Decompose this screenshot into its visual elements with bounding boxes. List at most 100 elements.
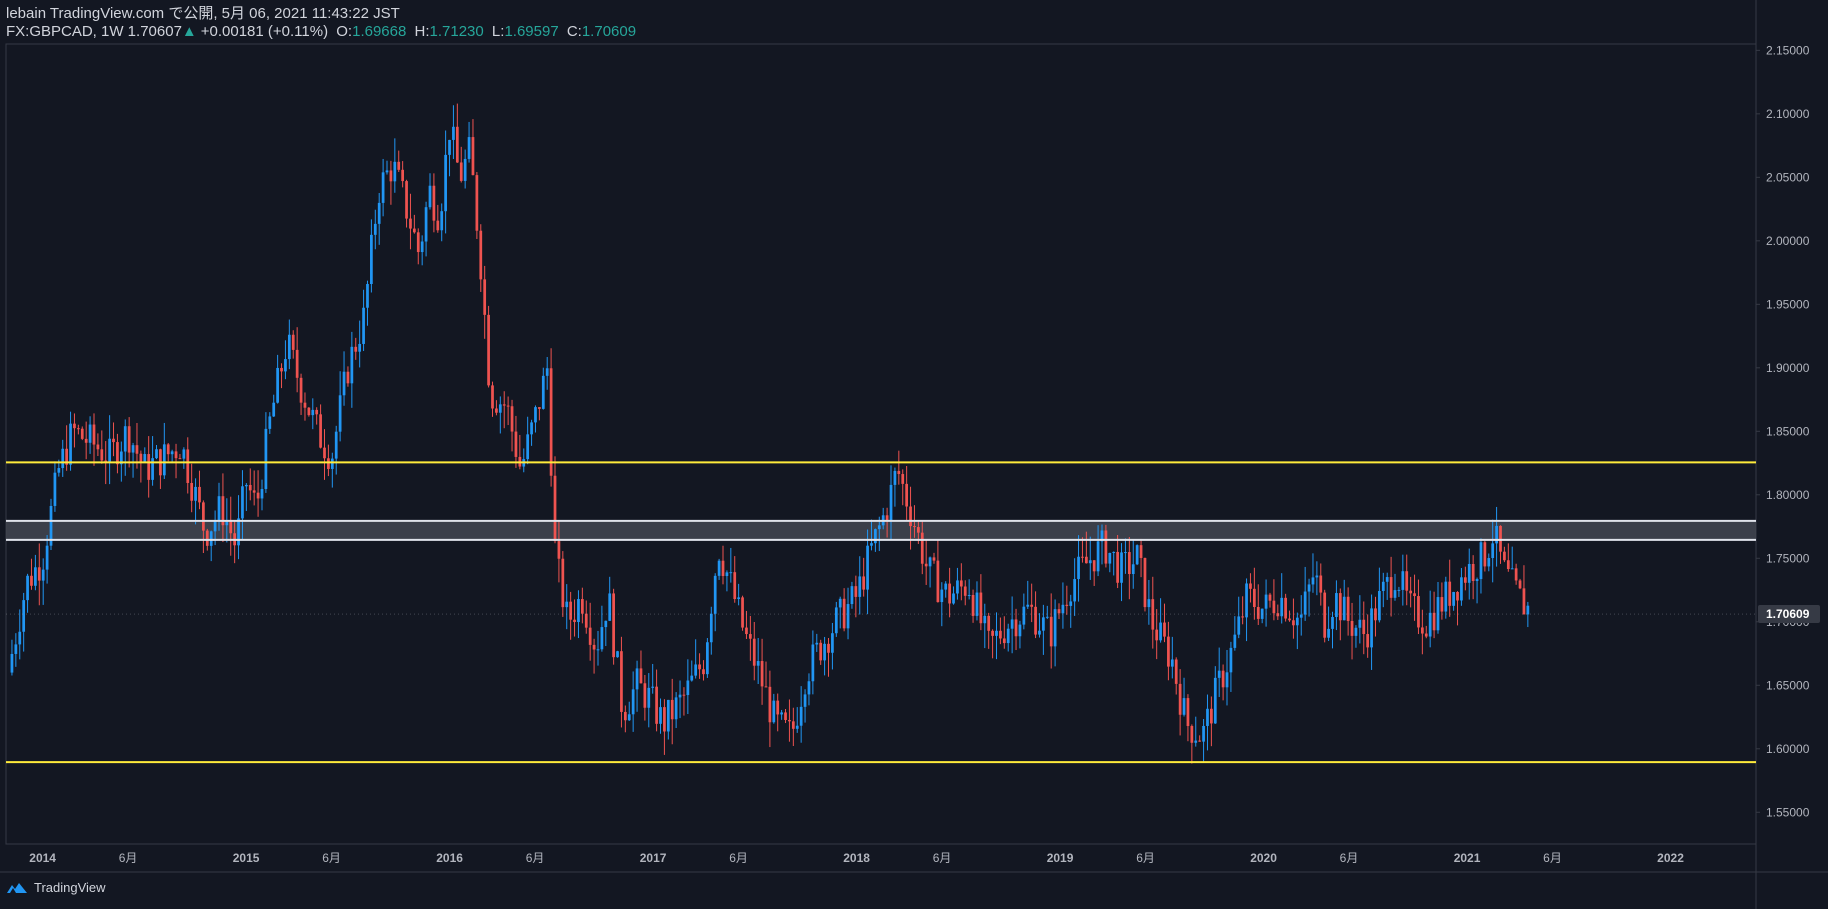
candle-body[interactable] (616, 651, 619, 658)
candle-body[interactable] (412, 228, 416, 233)
candle-body[interactable] (803, 694, 807, 707)
candle-body[interactable] (241, 486, 244, 519)
candle-body[interactable] (1108, 552, 1112, 564)
candle-body[interactable] (362, 307, 365, 344)
candle-body[interactable] (327, 458, 330, 469)
candle-body[interactable] (862, 576, 866, 590)
candle-body[interactable] (80, 428, 84, 439)
candle-body[interactable] (491, 385, 494, 409)
candle-body[interactable] (1178, 683, 1182, 715)
candle-body[interactable] (1167, 636, 1170, 667)
candle-body[interactable] (635, 668, 639, 690)
candle-body[interactable] (1331, 616, 1334, 629)
candle-body[interactable] (1069, 601, 1073, 606)
candle-body[interactable] (108, 438, 111, 463)
candle-body[interactable] (229, 521, 233, 534)
candle-body[interactable] (139, 453, 143, 463)
candle-body[interactable] (815, 642, 819, 645)
candle-body[interactable] (791, 721, 795, 729)
candle-body[interactable] (1514, 568, 1518, 581)
candle-body[interactable] (1229, 647, 1233, 673)
candle-body[interactable] (752, 638, 756, 666)
candle-body[interactable] (1518, 580, 1522, 589)
candle-body[interactable] (1440, 597, 1444, 612)
candle-body[interactable] (1045, 616, 1049, 618)
candle-body[interactable] (202, 502, 205, 531)
candle-body[interactable] (913, 526, 916, 528)
candle-body[interactable] (1280, 597, 1284, 617)
candle-body[interactable] (1471, 563, 1475, 582)
candle-body[interactable] (1182, 698, 1186, 715)
candle-body[interactable] (366, 284, 369, 308)
candle-body[interactable] (1362, 619, 1366, 635)
candle-body[interactable] (377, 202, 381, 224)
candle-body[interactable] (639, 668, 643, 684)
candle-body[interactable] (897, 470, 901, 475)
candle-body[interactable] (112, 438, 115, 443)
candle-body[interactable] (116, 442, 119, 465)
candle-body[interactable] (30, 575, 33, 586)
resistance-zone[interactable] (6, 520, 1756, 540)
candle-body[interactable] (932, 557, 936, 561)
candle-body[interactable] (1354, 627, 1358, 636)
candle-body[interactable] (311, 409, 315, 416)
candle-body[interactable] (573, 619, 576, 623)
candle-body[interactable] (1241, 616, 1245, 618)
candle-body[interactable] (432, 185, 436, 221)
candle-body[interactable] (307, 407, 311, 416)
candle-body[interactable] (1018, 624, 1022, 637)
candle-body[interactable] (1256, 606, 1260, 619)
candle-body[interactable] (405, 181, 408, 219)
candle-body[interactable] (643, 683, 647, 708)
candle-body[interactable] (553, 475, 557, 542)
candle-body[interactable] (1217, 670, 1221, 678)
candle-body[interactable] (1010, 619, 1014, 629)
candle-body[interactable] (909, 506, 912, 527)
candle-body[interactable] (834, 607, 838, 634)
candle-body[interactable] (1397, 589, 1401, 591)
candle-body[interactable] (510, 406, 514, 432)
candle-body[interactable] (631, 689, 635, 715)
candle-body[interactable] (748, 634, 752, 639)
candle-body[interactable] (1104, 530, 1108, 564)
candle-body[interactable] (952, 593, 955, 604)
candle-body[interactable] (1303, 591, 1307, 615)
candle-body[interactable] (721, 560, 725, 577)
candle-body[interactable] (916, 527, 920, 533)
candle-body[interactable] (69, 423, 72, 465)
candle-body[interactable] (854, 586, 858, 597)
candle-body[interactable] (678, 694, 682, 698)
candle-body[interactable] (186, 449, 190, 483)
candle-body[interactable] (104, 460, 108, 463)
candle-body[interactable] (1124, 552, 1127, 554)
candle-body[interactable] (1526, 605, 1530, 615)
candle-body[interactable] (819, 642, 823, 661)
candle-body[interactable] (846, 604, 850, 629)
candle-body[interactable] (1190, 726, 1194, 743)
candle-body[interactable] (22, 600, 26, 632)
candle-body[interactable] (502, 404, 506, 406)
candle-body[interactable] (1245, 583, 1248, 618)
candle-body[interactable] (463, 158, 467, 181)
candle-body[interactable] (741, 597, 744, 628)
candle-body[interactable] (217, 496, 221, 521)
candle-body[interactable] (350, 346, 354, 384)
candle-body[interactable] (1401, 571, 1405, 590)
candle-body[interactable] (57, 468, 61, 473)
candle-body[interactable] (1014, 619, 1018, 637)
candle-body[interactable] (1057, 609, 1061, 614)
candle-body[interactable] (1264, 594, 1268, 609)
candle-body[interactable] (1100, 530, 1104, 542)
candle-body[interactable] (1510, 568, 1514, 570)
candle-body[interactable] (1448, 581, 1452, 606)
candle-body[interactable] (772, 700, 776, 723)
candle-body[interactable] (811, 644, 815, 682)
candle-body[interactable] (807, 681, 811, 695)
candle-body[interactable] (131, 445, 135, 453)
candle-body[interactable] (545, 368, 549, 376)
candle-body[interactable] (706, 642, 709, 675)
candle-body[interactable] (838, 598, 842, 608)
candle-body[interactable] (1194, 740, 1198, 743)
candle-body[interactable] (459, 162, 463, 181)
